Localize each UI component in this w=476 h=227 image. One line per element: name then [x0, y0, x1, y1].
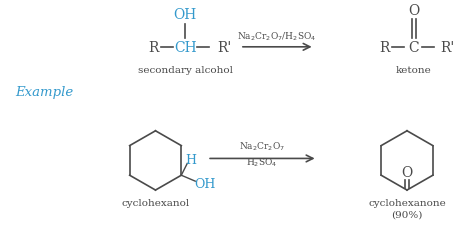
Text: OH: OH [195, 177, 216, 190]
Text: O: O [401, 165, 413, 180]
Text: (90%): (90%) [391, 209, 423, 218]
Text: R': R' [440, 41, 454, 54]
Text: H: H [186, 153, 197, 166]
Text: Example: Example [15, 85, 74, 98]
Text: secondary alcohol: secondary alcohol [138, 66, 233, 75]
Text: OH: OH [174, 8, 197, 22]
Text: R: R [379, 41, 389, 54]
Text: R: R [149, 41, 159, 54]
Text: ketone: ketone [396, 66, 432, 75]
Text: Na$_2$Cr$_2$O$_7$: Na$_2$Cr$_2$O$_7$ [239, 140, 285, 152]
Text: cyclohexanone: cyclohexanone [368, 199, 446, 207]
Text: O: O [408, 4, 419, 18]
Text: C: C [409, 41, 419, 54]
Text: R': R' [217, 41, 231, 54]
Text: CH: CH [174, 41, 197, 54]
Text: H$_2$SO$_4$: H$_2$SO$_4$ [246, 155, 278, 168]
Text: Na$_2$Cr$_2$O$_7$/H$_2$SO$_4$: Na$_2$Cr$_2$O$_7$/H$_2$SO$_4$ [237, 31, 317, 43]
Text: cyclohexanol: cyclohexanol [121, 199, 189, 207]
